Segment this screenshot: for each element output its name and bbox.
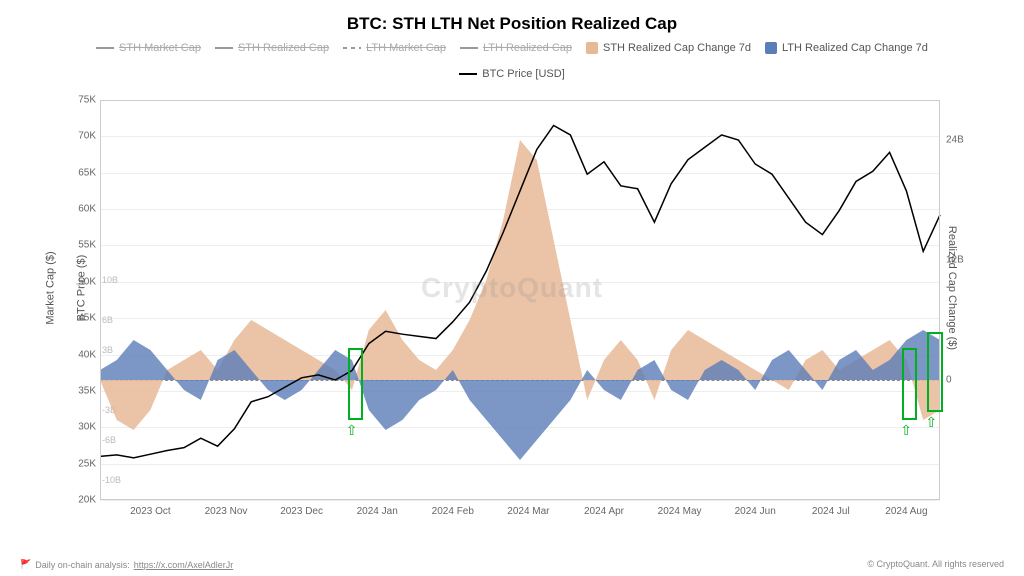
legend: STH Market Cap STH Realized Cap LTH Mark…	[0, 34, 1024, 84]
footer-right: © CryptoQuant. All rights reserved	[867, 559, 1004, 570]
flag-icon: 🚩	[20, 559, 31, 570]
legend-label: STH Realized Cap	[238, 42, 329, 54]
y-tick: 45K	[78, 313, 96, 324]
x-tick: 2024 May	[658, 506, 702, 517]
y-tick-right: 24B	[946, 135, 964, 146]
annotation-box	[348, 348, 363, 420]
chart-container: BTC: STH LTH Net Position Realized Cap S…	[0, 0, 1024, 576]
dashed-line-icon	[343, 47, 361, 49]
x-tick: 2024 Jul	[812, 506, 850, 517]
swatch-icon	[586, 42, 598, 54]
x-tick: 2024 Aug	[885, 506, 927, 517]
y-tick: 30K	[78, 422, 96, 433]
legend-lth-realized-cap[interactable]: LTH Realized Cap	[460, 42, 572, 54]
legend-sth-market-cap[interactable]: STH Market Cap	[96, 42, 201, 54]
line-icon	[460, 47, 478, 49]
x-tick: 2023 Nov	[205, 506, 248, 517]
legend-lth-market-cap[interactable]: LTH Market Cap	[343, 42, 446, 54]
footer: 🚩 Daily on-chain analysis: https://x.com…	[0, 559, 1024, 570]
footer-left: 🚩 Daily on-chain analysis: https://x.com…	[20, 559, 233, 570]
chart-title: BTC: STH LTH Net Position Realized Cap	[0, 0, 1024, 34]
annotation-box	[927, 332, 942, 412]
footer-link[interactable]: https://x.com/AxelAdlerJr	[134, 560, 234, 570]
line-icon	[459, 73, 477, 75]
y-tick: 65K	[78, 167, 96, 178]
y-tick: 20K	[78, 495, 96, 506]
legend-label: LTH Market Cap	[366, 42, 446, 54]
x-tick: 2024 Apr	[584, 506, 624, 517]
y-tick-right: 0	[946, 375, 952, 386]
x-tick: 2023 Dec	[280, 506, 323, 517]
chart-plot	[100, 100, 940, 500]
legend-label: LTH Realized Cap Change 7d	[782, 42, 928, 54]
x-tick: 2024 Feb	[432, 506, 474, 517]
x-tick: 2024 Jan	[357, 506, 398, 517]
legend-label: STH Market Cap	[119, 42, 201, 54]
legend-lth-change[interactable]: LTH Realized Cap Change 7d	[765, 42, 928, 54]
y-tick: 25K	[78, 458, 96, 469]
y-tick: 50K	[78, 276, 96, 287]
y-tick: 40K	[78, 349, 96, 360]
y-tick: 70K	[78, 131, 96, 142]
x-tick: 2024 Mar	[507, 506, 549, 517]
line-icon	[96, 47, 114, 49]
legend-sth-realized-cap[interactable]: STH Realized Cap	[215, 42, 329, 54]
up-arrow-icon: ⇧	[346, 422, 358, 439]
annotation-box	[902, 348, 917, 420]
legend-label: LTH Realized Cap	[483, 42, 572, 54]
up-arrow-icon: ⇧	[900, 422, 912, 439]
legend-label: BTC Price [USD]	[482, 68, 565, 80]
legend-label: STH Realized Cap Change 7d	[603, 42, 751, 54]
legend-btc-price[interactable]: BTC Price [USD]	[459, 68, 565, 80]
footer-text: Daily on-chain analysis:	[35, 560, 130, 570]
line-icon	[215, 47, 233, 49]
legend-sth-change[interactable]: STH Realized Cap Change 7d	[586, 42, 751, 54]
y-tick: 75K	[78, 95, 96, 106]
x-tick: 2023 Oct	[130, 506, 171, 517]
y-tick-right: 12B	[946, 255, 964, 266]
y-tick: 55K	[78, 240, 96, 251]
y-tick: 35K	[78, 385, 96, 396]
y-tick: 60K	[78, 204, 96, 215]
swatch-icon	[765, 42, 777, 54]
x-tick: 2024 Jun	[735, 506, 776, 517]
y-axis-outer-label: Market Cap ($)	[45, 251, 57, 324]
up-arrow-icon: ⇧	[925, 414, 937, 431]
y-axis-right-label: Realized Cap Change ($)	[946, 226, 958, 350]
y-axis-inner-label: BTC Price ($)	[75, 255, 87, 322]
